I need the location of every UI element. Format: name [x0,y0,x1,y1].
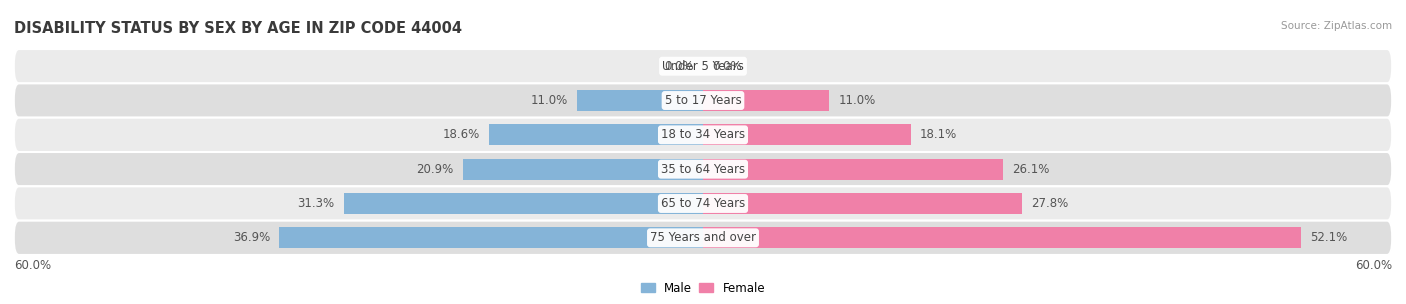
Text: 27.8%: 27.8% [1032,197,1069,210]
Bar [703,90,830,111]
FancyBboxPatch shape [14,221,1392,255]
Bar [576,90,703,111]
Text: 18.6%: 18.6% [443,128,481,141]
Text: 18.1%: 18.1% [920,128,957,141]
Text: 75 Years and over: 75 Years and over [650,231,756,244]
Text: Under 5 Years: Under 5 Years [662,60,744,73]
Text: 35 to 64 Years: 35 to 64 Years [661,163,745,176]
Text: 0.0%: 0.0% [664,60,693,73]
Bar [343,193,703,214]
Text: 65 to 74 Years: 65 to 74 Years [661,197,745,210]
Text: 60.0%: 60.0% [1355,259,1392,272]
Text: 18 to 34 Years: 18 to 34 Years [661,128,745,141]
Text: Source: ZipAtlas.com: Source: ZipAtlas.com [1281,21,1392,31]
Text: 20.9%: 20.9% [416,163,454,176]
Text: 26.1%: 26.1% [1012,163,1049,176]
Text: 11.0%: 11.0% [838,94,876,107]
Bar [463,158,703,180]
Bar [703,158,1002,180]
Bar [489,124,703,146]
Text: 52.1%: 52.1% [1310,231,1348,244]
Text: DISABILITY STATUS BY SEX BY AGE IN ZIP CODE 44004: DISABILITY STATUS BY SEX BY AGE IN ZIP C… [14,21,463,36]
Bar [703,227,1301,248]
FancyBboxPatch shape [14,152,1392,186]
Text: 0.0%: 0.0% [713,60,742,73]
Bar [703,124,911,146]
Text: 31.3%: 31.3% [297,197,335,210]
Text: 5 to 17 Years: 5 to 17 Years [665,94,741,107]
FancyBboxPatch shape [14,186,1392,221]
FancyBboxPatch shape [14,83,1392,118]
Legend: Male, Female: Male, Female [636,277,770,299]
Text: 36.9%: 36.9% [233,231,270,244]
Bar [280,227,703,248]
FancyBboxPatch shape [14,49,1392,83]
Text: 11.0%: 11.0% [530,94,568,107]
FancyBboxPatch shape [14,118,1392,152]
Bar [703,193,1022,214]
Text: 60.0%: 60.0% [14,259,51,272]
